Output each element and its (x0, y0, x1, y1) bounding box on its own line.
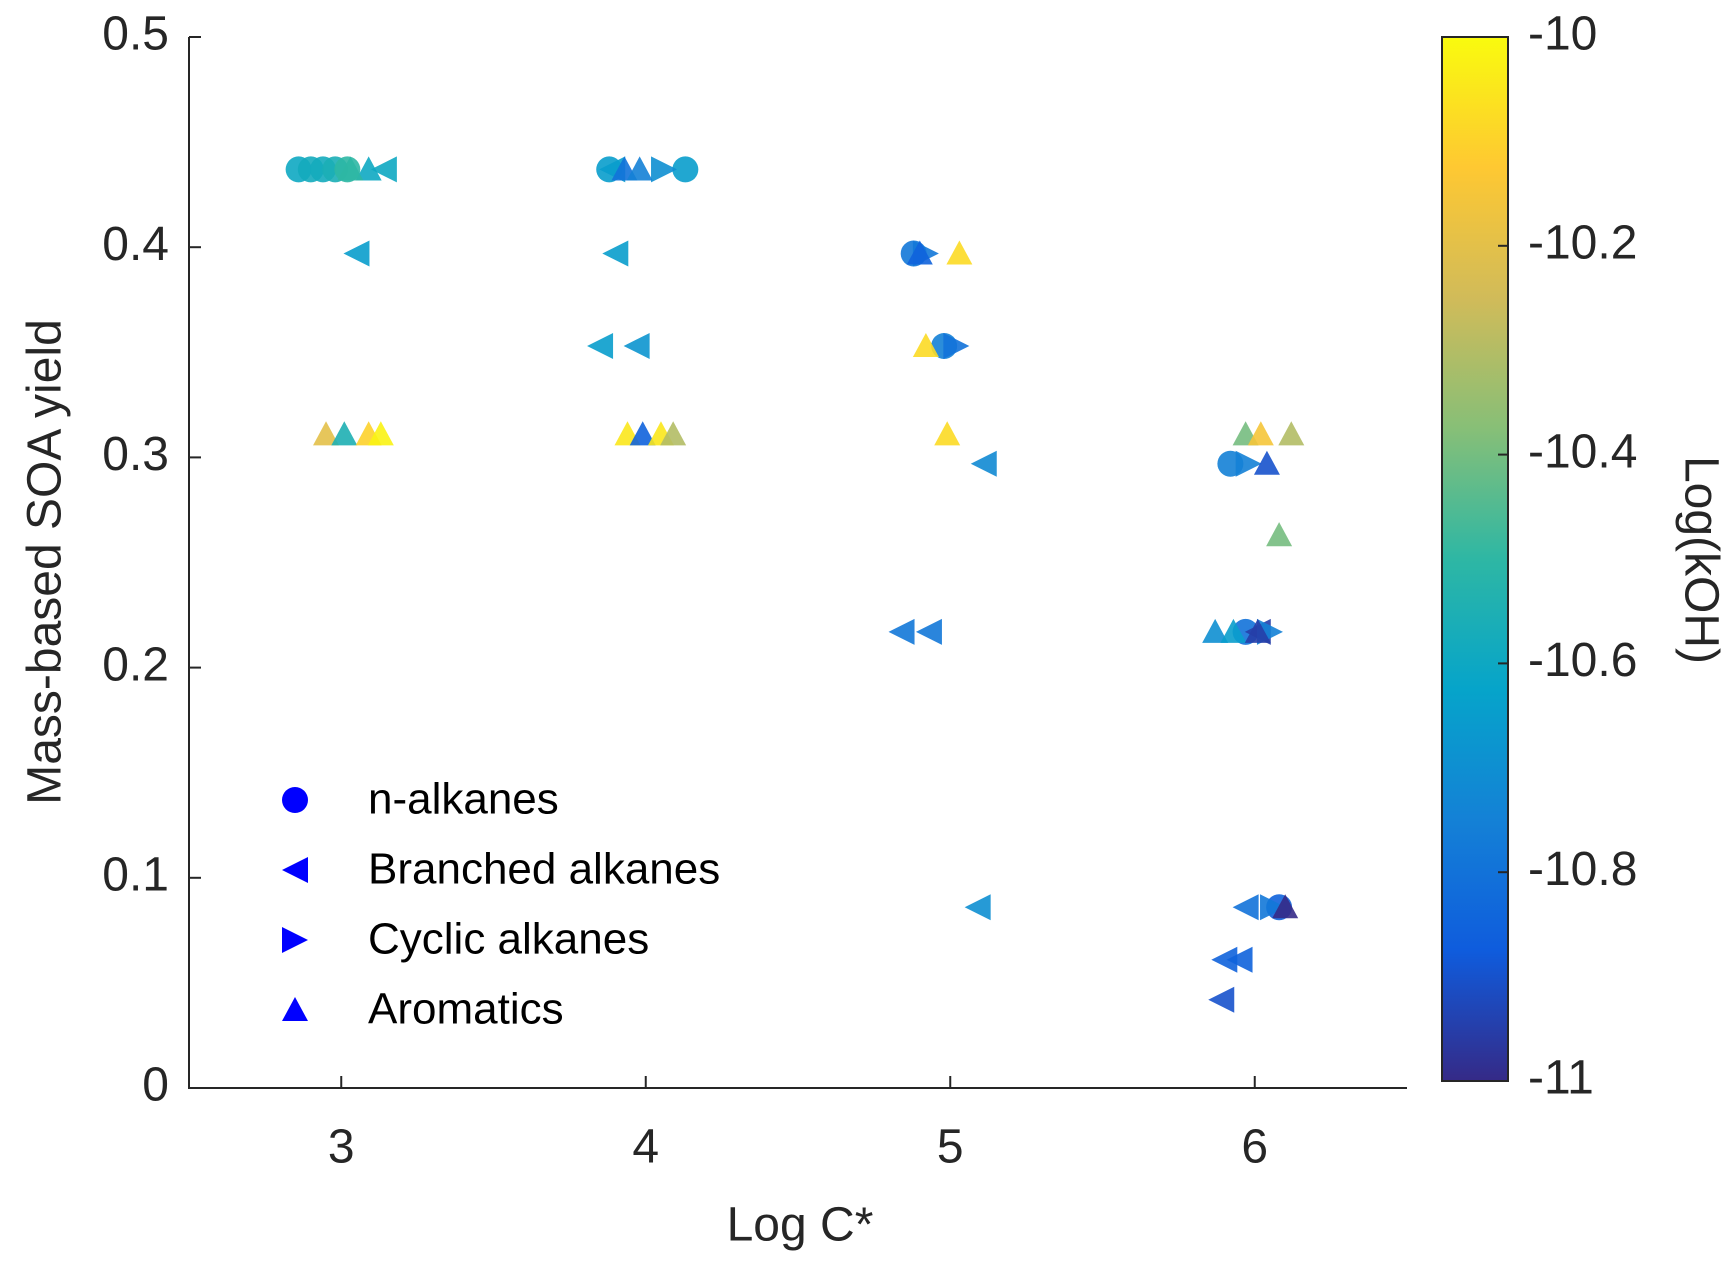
point (672, 156, 699, 183)
colorbar-tick-label: -10.6 (1528, 634, 1637, 687)
colorbar-tick-label: -10.2 (1528, 216, 1637, 269)
point (313, 421, 340, 446)
point (331, 421, 358, 446)
point (1247, 421, 1274, 446)
point (337, 156, 364, 181)
legend-marker (282, 997, 308, 1022)
y-tick-label: 0.4 (102, 218, 169, 271)
colorbar-label: Log(kOH) (1674, 456, 1727, 664)
colorbar (1441, 36, 1509, 1082)
x-tick-label: 4 (632, 1121, 659, 1174)
point (915, 618, 942, 645)
point (1235, 450, 1262, 477)
x-tick-label: 3 (328, 1121, 355, 1174)
point (355, 156, 382, 181)
point (343, 240, 370, 267)
point (1202, 618, 1229, 643)
x-tick-label: 5 (937, 1121, 964, 1174)
point (623, 332, 650, 359)
legend-label: Cyclic alkanes (368, 915, 649, 964)
point (1260, 894, 1287, 921)
point (1226, 946, 1253, 973)
y-tick-label: 0.1 (102, 848, 169, 901)
legend-marker (282, 927, 308, 953)
y-tick-label: 0.2 (102, 638, 169, 691)
point (651, 156, 678, 183)
point (1208, 986, 1235, 1013)
point (934, 421, 961, 446)
point (629, 421, 656, 446)
colorbar-tick-label: -10.8 (1528, 843, 1637, 896)
x-axis-label: Log C* (727, 1199, 874, 1252)
legend-label: n-alkanes (368, 775, 559, 824)
point (906, 240, 933, 265)
y-tick-label: 0.3 (102, 428, 169, 481)
point (943, 332, 970, 359)
point (1272, 894, 1299, 919)
point (964, 894, 991, 921)
legend-label: Branched alkanes (368, 845, 720, 894)
colorbar-tick-label: -10 (1528, 8, 1597, 61)
point (1211, 946, 1238, 973)
point (370, 156, 397, 183)
point (970, 450, 997, 477)
legend-marker (282, 857, 308, 883)
point (1220, 618, 1247, 643)
legend-marker (282, 787, 308, 813)
y-axis-label: Mass-based SOA yield (19, 319, 72, 805)
legend-label: Aromatics (368, 985, 564, 1034)
point (1232, 894, 1259, 921)
point (587, 332, 614, 359)
colorbar-tick-label: -10.4 (1528, 425, 1637, 478)
point (946, 240, 973, 265)
point (1278, 421, 1305, 446)
point (1266, 522, 1293, 547)
point (1253, 450, 1280, 475)
point (367, 421, 394, 446)
colorbar-tick-label: -11 (1528, 1052, 1594, 1105)
point (626, 156, 653, 181)
y-tick-label: 0 (142, 1059, 169, 1112)
point (888, 618, 915, 645)
point (912, 332, 939, 358)
point (660, 421, 687, 446)
x-tick-label: 6 (1241, 1121, 1268, 1174)
point (602, 240, 629, 267)
point (1244, 618, 1271, 643)
y-tick-label: 0.5 (102, 8, 169, 61)
